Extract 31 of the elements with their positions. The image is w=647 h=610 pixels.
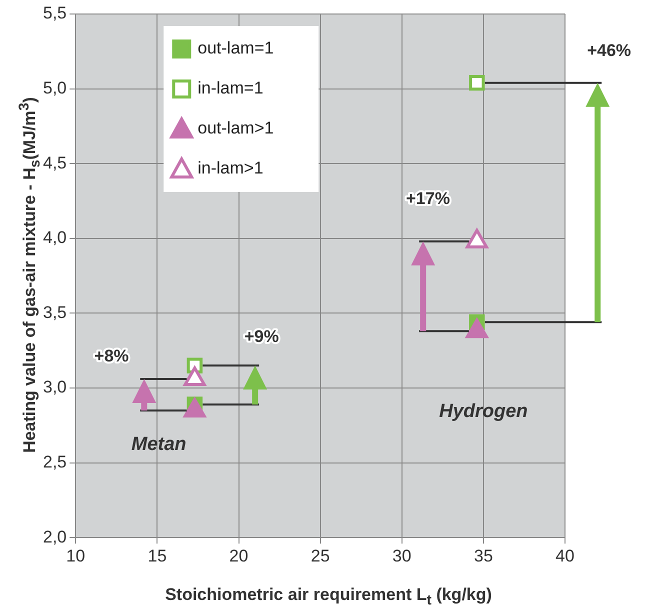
y-tick-label: 5,5 bbox=[42, 4, 67, 23]
x-tick-label: 35 bbox=[474, 546, 493, 566]
x-tick-label: 10 bbox=[66, 546, 86, 566]
y-tick-label: 3,0 bbox=[42, 378, 67, 397]
y-tick-label: 5,0 bbox=[42, 78, 67, 98]
x-tick-label: 30 bbox=[392, 546, 412, 566]
text: +46% bbox=[587, 41, 632, 60]
point bbox=[469, 74, 485, 91]
x-tick-label: 15 bbox=[148, 546, 167, 566]
point bbox=[466, 228, 488, 248]
annotation: Hydrogen bbox=[439, 401, 528, 422]
legend-label: out-lam>1 bbox=[198, 118, 274, 138]
legend-label: in-lam=1 bbox=[198, 78, 264, 98]
y-tick-label: 2,0 bbox=[42, 527, 67, 546]
legend-label: in-lam>1 bbox=[198, 158, 264, 178]
y-tick-label: 4,0 bbox=[42, 228, 67, 248]
y-tick-label: 4,5 bbox=[42, 153, 67, 172]
annotation: +8% bbox=[94, 346, 129, 366]
point bbox=[466, 318, 488, 338]
point bbox=[184, 398, 206, 418]
x-axis-title: Stoichiometric air requirement L$_{t}$ (kg/kg) bbox=[164, 585, 493, 608]
point bbox=[184, 366, 206, 386]
annotation: Metan bbox=[131, 434, 186, 456]
y-tick-label: 2,5 bbox=[42, 452, 67, 472]
y-tick-label: 3,5 bbox=[42, 302, 67, 322]
annotation: +17% bbox=[406, 189, 450, 208]
legend-label: out-lam=1 bbox=[198, 38, 274, 58]
annotation: +9% bbox=[244, 326, 279, 346]
x-tick-label: 25 bbox=[310, 546, 330, 566]
x-tick-label: 40 bbox=[556, 546, 574, 566]
x-tick-label: 20 bbox=[229, 546, 248, 566]
